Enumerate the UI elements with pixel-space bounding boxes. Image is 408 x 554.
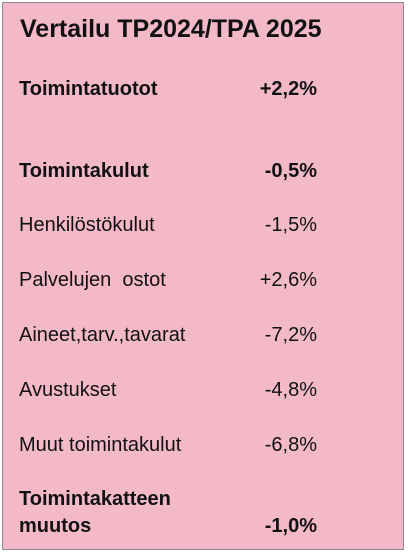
row-label-line1: Toimintakatteen (19, 488, 171, 510)
row-label: Henkilöstökulut (19, 214, 155, 236)
row-value: +2,2% (259, 78, 317, 100)
row-label: Palvelujen ostot (19, 269, 166, 291)
row-value: -6,8% (264, 434, 317, 456)
row-label: Muut toimintakulut (19, 434, 182, 456)
row-value: -4,8% (264, 379, 317, 401)
card-title: Vertailu TP2024/TPA 2025 (20, 15, 322, 43)
row-value: -7,2% (264, 324, 317, 346)
comparison-card: Vertailu TP2024/TPA 2025 Toimintatuotot … (2, 2, 404, 550)
row-label: Avustukset (19, 379, 117, 401)
row-value: -0,5% (264, 160, 317, 182)
row-label-line2: muutos (19, 515, 92, 537)
row-label: Aineet,tarv.,tavarat (19, 324, 186, 346)
row-value: -1,5% (264, 214, 317, 236)
row-label: Toimintakulut (19, 160, 149, 182)
row-value: -1,0% (264, 515, 317, 537)
row-value: +2,6% (259, 269, 317, 291)
row-label: Toimintatuotot (19, 78, 158, 100)
